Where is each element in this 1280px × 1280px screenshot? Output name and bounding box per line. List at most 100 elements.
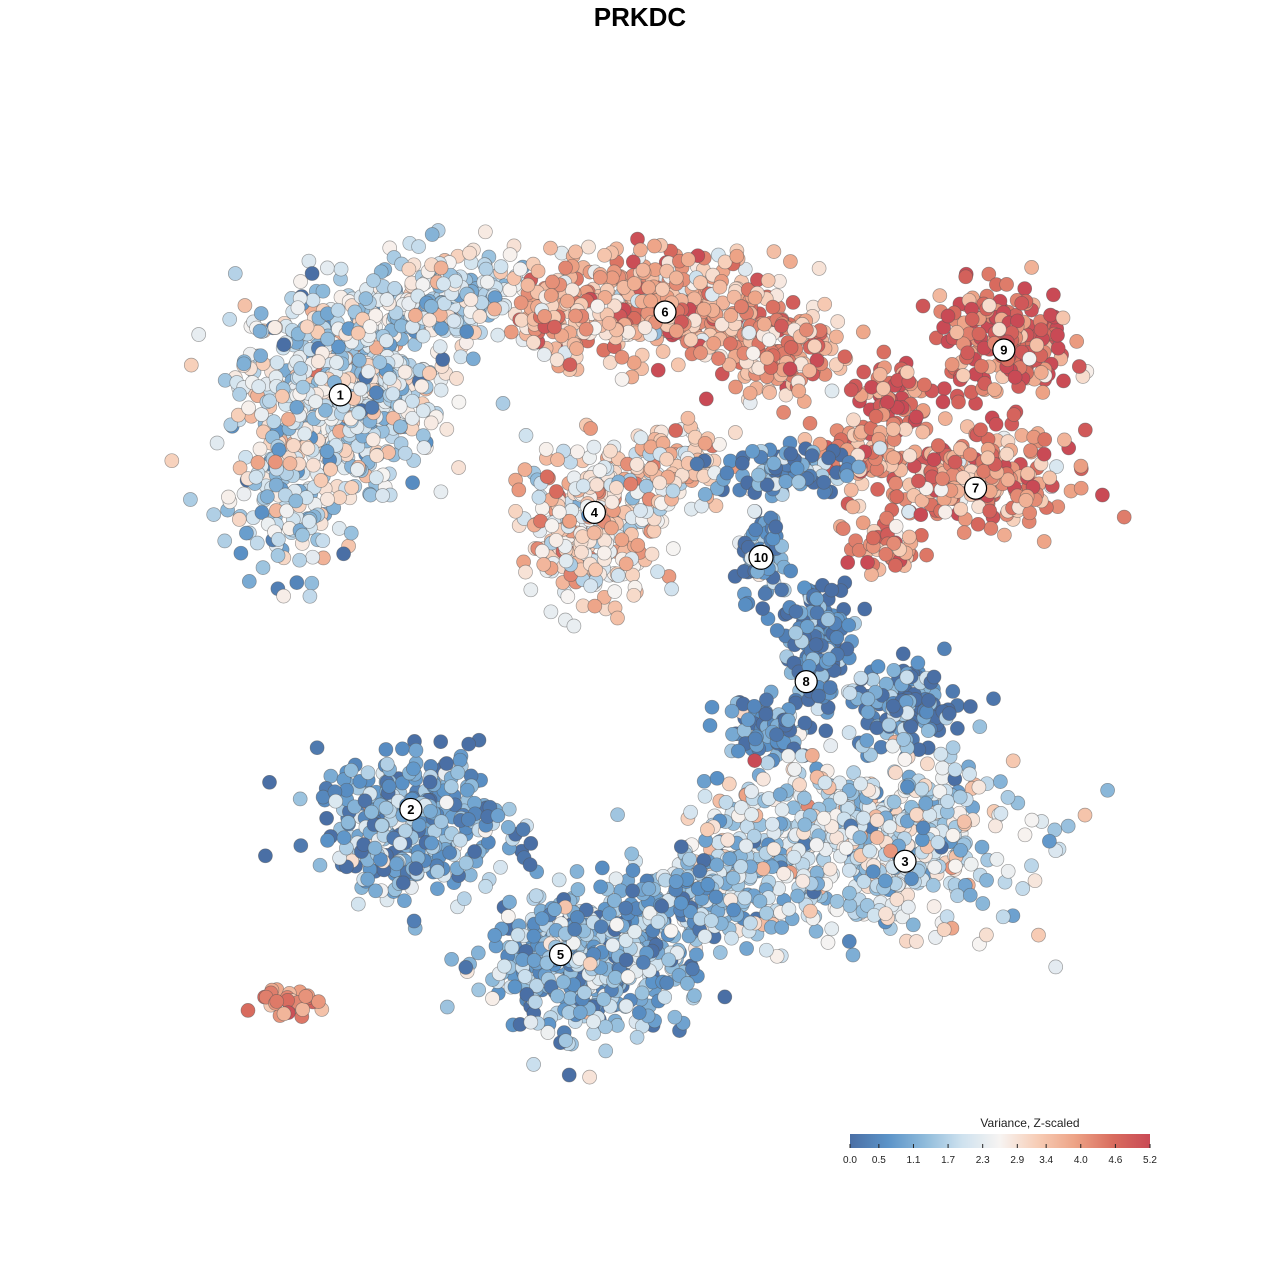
scatter-point — [776, 405, 791, 420]
scatter-point — [673, 895, 689, 911]
scatter-point — [319, 444, 335, 459]
scatter-point — [401, 261, 417, 277]
scatter-point — [680, 252, 696, 267]
scatter-point — [439, 756, 454, 771]
scatter-point — [237, 298, 253, 313]
scatter-point — [262, 774, 277, 790]
scatter-point — [872, 367, 888, 382]
scatter-point — [1029, 337, 1045, 353]
scatter-point — [300, 440, 316, 456]
scatter-point — [510, 927, 526, 943]
scatter-point — [802, 363, 817, 379]
scatter-point — [232, 386, 247, 402]
scatter-point — [945, 684, 961, 699]
scatter-point — [913, 507, 929, 523]
scatter-point — [945, 740, 961, 756]
scatter-point — [252, 323, 268, 339]
scatter-point — [811, 261, 827, 276]
scatter-point — [485, 991, 500, 1006]
scatter-point — [493, 859, 508, 875]
scatter-point — [668, 270, 684, 286]
scatter-point — [362, 319, 378, 335]
scatter-point — [915, 820, 931, 836]
scatter-point — [561, 1067, 577, 1083]
scatter-point — [783, 563, 799, 579]
scatter-point — [570, 444, 585, 460]
scatter-point — [975, 896, 991, 911]
scatter-point — [633, 430, 649, 446]
scatter-point — [964, 311, 980, 327]
scatter-point — [536, 347, 552, 362]
scatter-point — [442, 845, 458, 861]
scatter-point — [842, 685, 858, 701]
scatter-point — [610, 807, 625, 823]
scatter-point — [297, 426, 313, 442]
scatter-point — [593, 879, 608, 895]
scatter-point — [222, 311, 238, 327]
scatter-point — [302, 588, 318, 604]
scatter-point — [269, 994, 285, 1009]
scatter-point — [625, 863, 641, 878]
scatter-point — [745, 443, 760, 459]
scatter-point — [439, 795, 454, 810]
scatter-point — [451, 460, 466, 475]
scatter-point — [932, 288, 948, 303]
scatter-point — [663, 923, 679, 939]
scatter-point — [360, 871, 376, 887]
scatter-point — [833, 790, 848, 806]
scatter-point — [781, 901, 797, 917]
scatter-point — [526, 953, 542, 968]
scatter-point — [747, 753, 763, 768]
scatter-point — [988, 416, 1004, 432]
scatter-point — [789, 461, 805, 476]
scatter-point — [232, 460, 248, 476]
scatter-point — [661, 952, 677, 968]
scatter-point — [446, 313, 462, 329]
scatter-point — [343, 762, 359, 778]
scatter-point — [941, 706, 957, 721]
scatter-point — [467, 844, 482, 859]
scatter-point — [323, 461, 338, 477]
scatter-point — [526, 1057, 541, 1072]
scatter-point — [191, 327, 207, 342]
scatter-point — [822, 680, 838, 695]
scatter-point — [293, 361, 308, 376]
scatter-point — [495, 396, 511, 411]
scatter-point — [668, 874, 684, 889]
scatter-point — [221, 489, 236, 505]
scatter-point — [449, 371, 464, 386]
scatter-point — [550, 452, 565, 468]
scatter-point — [236, 486, 252, 502]
scatter-point — [397, 445, 413, 461]
scatter-point — [659, 451, 675, 467]
scatter-point — [547, 902, 562, 917]
scatter-point — [548, 532, 564, 548]
scatter-point — [299, 319, 315, 335]
scatter-point — [276, 588, 291, 604]
scatter-point — [720, 832, 736, 848]
scatter-point — [937, 411, 953, 426]
scatter-point — [885, 421, 901, 437]
scatter-point — [478, 879, 493, 894]
scatter-point — [638, 478, 654, 494]
scatter-point — [988, 818, 1003, 834]
scatter-point — [953, 501, 969, 517]
scatter-point — [909, 807, 925, 822]
scatter-point — [1036, 534, 1052, 549]
scatter-point — [251, 379, 267, 394]
scatter-point — [439, 999, 455, 1015]
scatter-point — [511, 482, 527, 498]
scatter-point — [626, 355, 642, 371]
scatter-point — [230, 407, 246, 423]
scatter-point — [575, 478, 591, 494]
scatter-point — [276, 1006, 292, 1022]
cluster-label-text: 2 — [407, 802, 414, 817]
scatter-point — [899, 364, 915, 380]
scatter-point — [526, 928, 542, 944]
scatter-point — [761, 332, 777, 348]
scatter-point — [395, 875, 411, 891]
scatter-point — [768, 519, 784, 535]
scatter-point — [378, 800, 394, 816]
scatter-point — [876, 381, 891, 396]
